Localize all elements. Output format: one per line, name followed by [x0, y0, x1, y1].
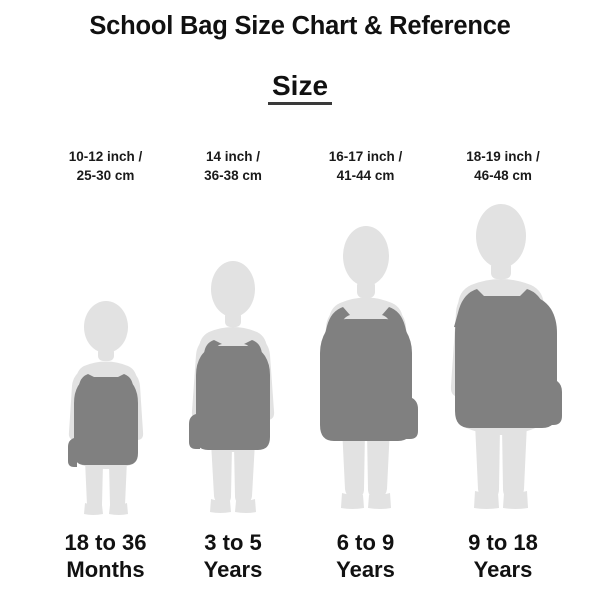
backpack-shape: [196, 346, 270, 450]
page-title: School Bag Size Chart & Reference: [89, 12, 511, 40]
backpack-shape: [455, 296, 557, 428]
size-column-18-36-months[interactable]: 10-12 inch / 25-30 cm: [28, 0, 183, 600]
size-column-6-9-years[interactable]: 16-17 inch / 41-44 cm: [298, 0, 433, 600]
toddler-with-backpack-icon: [67, 301, 143, 515]
size-column-9-18-years[interactable]: 18-19 inch / 46-48 cm: [433, 0, 573, 600]
size-column-3-5-years[interactable]: 14 inch / 36-38 cm: [168, 0, 298, 600]
preschooler-with-backpack-icon: [189, 261, 275, 513]
figure-slot-9-18-years: [433, 203, 573, 518]
backpack-shape: [73, 377, 138, 465]
size-label-6-9-years: 16-17 inch / 41-44 cm: [328, 149, 403, 184]
age-label-3-5-years: 3 to 5 Years: [203, 530, 263, 582]
figure-slot-6-9-years: [298, 225, 433, 518]
figure-slot-18-36-months: [28, 300, 183, 518]
age-label-6-9-years: 6 to 9 Years: [336, 530, 395, 582]
figure-slot-3-5-years: [168, 260, 298, 518]
section-title-wrapper: Size: [0, 71, 600, 106]
size-label-9-18-years: 18-19 inch / 46-48 cm: [466, 149, 540, 184]
size-label-3-5-years: 14 inch / 36-38 cm: [204, 149, 262, 184]
size-label-18-36-months: 10-12 inch / 25-30 cm: [68, 149, 143, 184]
child-with-backpack-icon: [319, 226, 418, 509]
backpack-shape: [319, 319, 412, 441]
age-label-9-18-years: 9 to 18 Years: [468, 530, 538, 582]
teen-with-backpack-icon: [450, 204, 562, 509]
section-title-size: Size: [267, 71, 333, 106]
age-label-18-36-months: 18 to 36 Months: [64, 530, 147, 582]
